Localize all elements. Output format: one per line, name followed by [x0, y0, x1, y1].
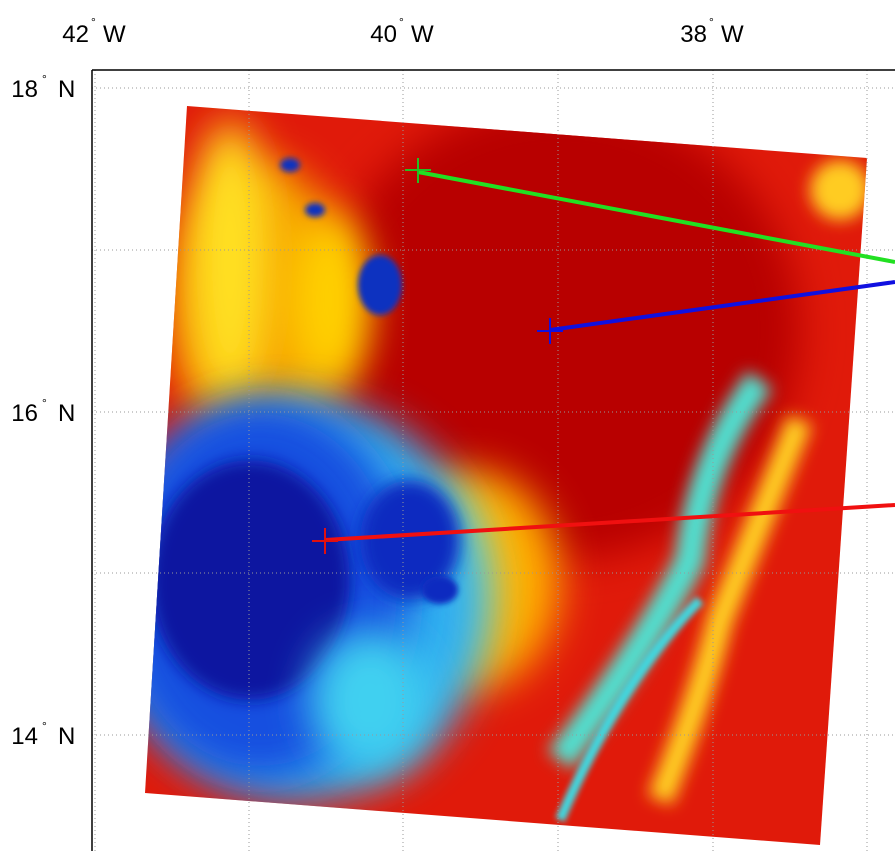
longitude-hemisphere: W	[721, 21, 744, 48]
degree-symbol: °	[42, 396, 47, 410]
latitude-hemisphere: N	[58, 723, 75, 750]
latitude-hemisphere: N	[58, 76, 75, 103]
latitude-number: 14	[11, 723, 38, 750]
degree-symbol: °	[399, 15, 404, 29]
longitude-number: 40	[370, 21, 397, 48]
longitude-hemisphere: W	[103, 21, 126, 48]
latitude-number: 18	[11, 76, 38, 103]
satellite-image	[110, 100, 880, 850]
degree-symbol: °	[91, 15, 96, 29]
longitude-number: 42	[62, 21, 89, 48]
degree-symbol: °	[42, 72, 47, 86]
latitude-hemisphere: N	[58, 400, 75, 427]
longitude-number: 38	[680, 21, 707, 48]
page: {"map": { "longitude_labels": [ {"number…	[0, 0, 895, 851]
map: 42°W40°W38°W18°N16°N14°N	[0, 0, 895, 851]
degree-symbol: °	[709, 15, 714, 29]
longitude-hemisphere: W	[411, 21, 434, 48]
degree-symbol: °	[42, 719, 47, 733]
latitude-number: 16	[11, 400, 38, 427]
